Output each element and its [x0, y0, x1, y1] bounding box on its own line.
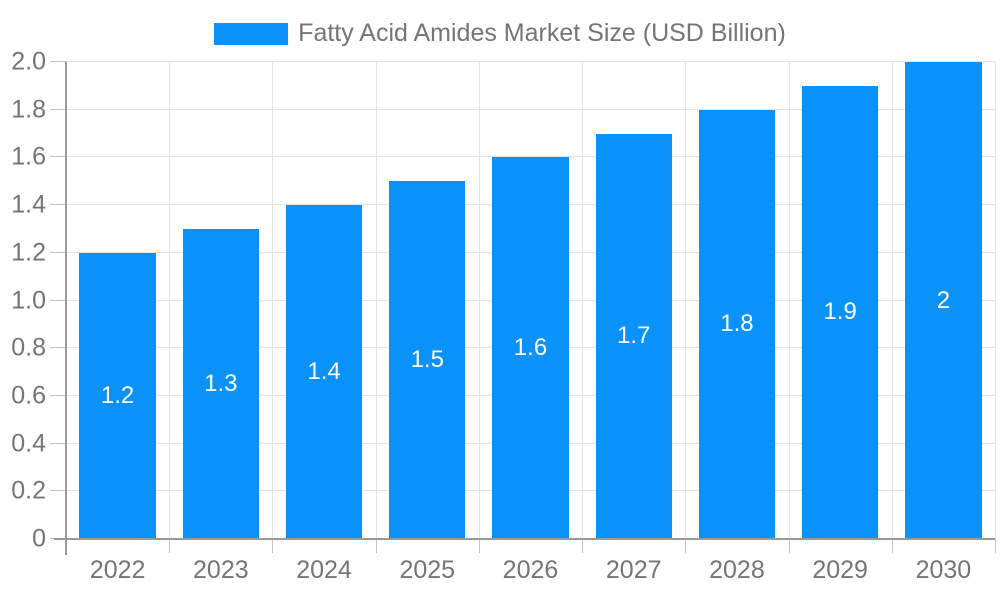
- v-gridline: [272, 62, 274, 539]
- bar-value-label: 1.9: [823, 298, 857, 326]
- x-tick: [478, 539, 480, 553]
- h-gridline: [66, 156, 995, 158]
- y-tick-label: 0.8: [11, 333, 46, 362]
- v-gridline: [995, 62, 996, 539]
- bar-value-label: 1.8: [720, 310, 754, 338]
- bar-2023[interactable]: 1.3: [182, 228, 260, 539]
- y-tick: [50, 394, 66, 396]
- legend-item[interactable]: Fatty Acid Amides Market Size (USD Billi…: [214, 19, 786, 48]
- x-tick-label: 2023: [193, 556, 249, 584]
- y-tick-label: 1.0: [11, 286, 46, 314]
- x-tick: [582, 539, 584, 553]
- v-gridline: [891, 62, 893, 539]
- x-tick: [995, 539, 996, 553]
- bar-2025[interactable]: 1.5: [389, 181, 466, 539]
- x-tick: [788, 539, 790, 553]
- y-tick: [50, 204, 66, 206]
- v-gridline: [375, 62, 377, 539]
- x-tick-label: 2030: [915, 556, 972, 584]
- v-gridline: [788, 62, 790, 539]
- legend-swatch-icon: [214, 22, 289, 45]
- bar-2024[interactable]: 1.4: [285, 205, 363, 539]
- legend-label: Fatty Acid Amides Market Size (USD Billi…: [298, 19, 786, 47]
- x-tick: [272, 539, 274, 553]
- x-tick-label: 2024: [296, 556, 352, 584]
- x-tick-label: 2025: [399, 556, 456, 584]
- bar-2027[interactable]: 1.7: [595, 133, 672, 539]
- v-gridline: [169, 62, 171, 539]
- v-gridline: [685, 62, 687, 539]
- x-tick-label: 2029: [812, 556, 868, 584]
- bar-value-label: 2: [936, 286, 951, 314]
- x-axis-labels: 2022 2023 2024 2025 2026 2027 2028 2029 2030: [66, 558, 995, 588]
- y-tick-label: 1.8: [11, 95, 46, 124]
- y-tick: [50, 156, 66, 158]
- v-gridline: [582, 62, 584, 539]
- y-tick-label: 2.0: [11, 47, 46, 76]
- bar-2022[interactable]: 1.2: [79, 252, 156, 539]
- bar-value-label: 1.4: [307, 358, 341, 386]
- x-tick-label: 2026: [502, 556, 559, 584]
- y-axis-line: [65, 62, 67, 555]
- x-tick: [685, 539, 687, 553]
- y-tick-label: 0.2: [11, 476, 46, 505]
- y-tick: [50, 61, 66, 62]
- bar-2026[interactable]: 1.6: [492, 157, 569, 539]
- y-tick-label: 1.4: [11, 190, 46, 219]
- legend: Fatty Acid Amides Market Size (USD Billi…: [0, 19, 1000, 48]
- y-tick-label: 0.4: [11, 429, 46, 458]
- bar-2030[interactable]: 2: [905, 62, 982, 539]
- y-tick-label: 1.2: [11, 238, 46, 267]
- x-tick: [375, 539, 377, 553]
- y-axis-labels: 0 0.2 0.4 0.6 0.8 1.0 1.2 1.4 1.6 1.8 2.0: [0, 49, 46, 551]
- x-tick-label: 2027: [605, 556, 662, 584]
- y-tick: [50, 299, 66, 301]
- y-tick-label: 0.6: [11, 381, 46, 410]
- bar-2029[interactable]: 1.9: [801, 85, 879, 539]
- h-gridline: [66, 61, 995, 62]
- y-tick-label: 0: [32, 524, 46, 553]
- bar-value-label: 1.2: [100, 381, 135, 409]
- y-tick: [50, 442, 66, 444]
- bar-value-label: 1.7: [617, 322, 651, 350]
- x-tick: [169, 539, 171, 553]
- x-tick: [891, 539, 893, 553]
- v-gridline: [478, 62, 480, 539]
- bar-value-label: 1.3: [204, 369, 238, 397]
- h-gridline: [66, 108, 995, 110]
- bar-value-label: 1.6: [513, 334, 548, 362]
- plot-area: 1.2 1.3 1.4 1.5 1.6 1.7 1.8 1.9 2: [50, 61, 996, 555]
- y-tick: [50, 108, 66, 110]
- x-tick-label: 2028: [709, 556, 765, 584]
- y-tick: [50, 251, 66, 253]
- bar-value-label: 1.5: [410, 346, 444, 374]
- x-axis-line: [54, 538, 995, 540]
- bar-2028[interactable]: 1.8: [698, 109, 776, 539]
- x-tick-label: 2022: [89, 556, 146, 584]
- y-tick: [50, 347, 66, 349]
- y-tick: [50, 490, 66, 492]
- y-tick-label: 1.6: [11, 142, 46, 171]
